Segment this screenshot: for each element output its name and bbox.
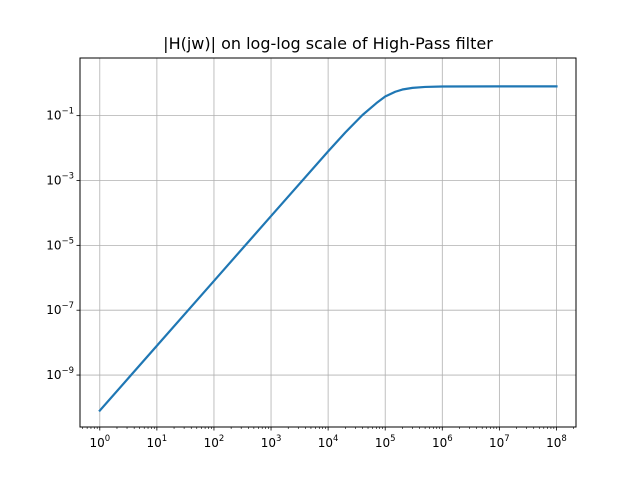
x-tick-label: 100 bbox=[89, 434, 110, 450]
y-tick-label-base: 10 bbox=[46, 174, 61, 188]
x-tick-label-base: 10 bbox=[204, 436, 219, 450]
x-tick-label: 107 bbox=[489, 434, 510, 450]
y-tick-label: 10−1 bbox=[46, 107, 74, 123]
x-tick-label-exponent: 0 bbox=[105, 434, 110, 444]
x-tick-label: 102 bbox=[204, 434, 225, 450]
y-tick-label-exponent: −5 bbox=[61, 236, 74, 246]
x-tick-label-exponent: 4 bbox=[333, 434, 338, 444]
y-tick-label-exponent: −7 bbox=[61, 301, 74, 311]
x-tick-label-exponent: 6 bbox=[447, 434, 452, 444]
x-tick-label-base: 10 bbox=[261, 436, 276, 450]
x-tick-label-base: 10 bbox=[147, 436, 162, 450]
y-tick-label: 10−5 bbox=[46, 236, 74, 252]
y-tick-label-base: 10 bbox=[46, 238, 61, 252]
x-tick-label: 101 bbox=[147, 434, 168, 450]
chart-title: |H(jw)| on log-log scale of High-Pass fi… bbox=[163, 34, 493, 53]
y-tick-label: 10−9 bbox=[46, 366, 74, 382]
y-axis: 10−910−710−510−310−1 bbox=[46, 107, 80, 382]
x-tick-label-exponent: 8 bbox=[561, 434, 566, 444]
y-tick-label-exponent: −1 bbox=[61, 107, 74, 117]
y-tick-label-exponent: −9 bbox=[61, 366, 74, 376]
x-tick-label: 106 bbox=[432, 434, 453, 450]
x-tick-label-exponent: 5 bbox=[390, 434, 395, 444]
x-tick-label: 108 bbox=[546, 434, 567, 450]
y-tick-label-base: 10 bbox=[46, 109, 61, 123]
x-tick-label-exponent: 7 bbox=[504, 434, 509, 444]
y-tick-label: 10−3 bbox=[46, 172, 74, 188]
grid-layer bbox=[80, 58, 576, 427]
y-tick-label: 10−7 bbox=[46, 301, 74, 317]
y-tick-label-exponent: −3 bbox=[61, 172, 74, 182]
x-tick-label-base: 10 bbox=[318, 436, 333, 450]
x-tick-label-base: 10 bbox=[546, 436, 561, 450]
x-tick-label-base: 10 bbox=[432, 436, 447, 450]
y-tick-label-base: 10 bbox=[46, 368, 61, 382]
x-tick-label-base: 10 bbox=[489, 436, 504, 450]
x-tick-label-exponent: 2 bbox=[219, 434, 224, 444]
y-tick-label-base: 10 bbox=[46, 303, 61, 317]
x-tick-label: 105 bbox=[375, 434, 396, 450]
x-tick-label: 104 bbox=[318, 434, 339, 450]
series-layer bbox=[98, 85, 558, 413]
x-tick-label-base: 10 bbox=[89, 436, 104, 450]
x-tick-label: 103 bbox=[261, 434, 282, 450]
series-line bbox=[98, 85, 558, 413]
x-tick-label-base: 10 bbox=[375, 436, 390, 450]
x-tick-label-exponent: 3 bbox=[276, 434, 281, 444]
x-axis: 100 101 102 103 104 105 106 107 108 bbox=[89, 427, 567, 450]
x-tick-label-exponent: 1 bbox=[162, 434, 167, 444]
